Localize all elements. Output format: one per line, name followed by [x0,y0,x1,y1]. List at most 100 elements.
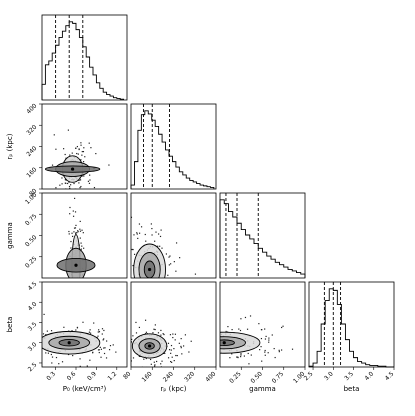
sample-point [243,355,245,357]
y-tick-label: 4.0 [27,301,39,313]
sample-point [201,329,202,330]
sample-point [167,357,170,359]
sample-point [155,285,156,286]
sample-point [143,358,145,360]
y-tick-label: 320 [25,124,38,137]
sample-point [82,331,83,332]
joint-P0-rp [44,129,110,189]
sample-point [180,338,182,340]
sample-point [68,285,69,286]
sample-point [137,237,139,240]
sample-point [13,352,14,353]
sample-point [138,232,141,234]
sample-point [239,329,242,332]
sample-point [119,346,120,347]
sample-point [123,218,124,219]
sample-point [76,306,77,307]
sample-point [55,187,57,189]
sample-point [101,328,104,330]
sample-point [152,283,153,284]
sample-point [186,349,187,350]
x-tick-label: 1.2 [107,370,119,382]
sample-point [169,334,172,336]
sample-point [271,334,273,336]
sample-point [278,349,280,351]
sample-point [175,242,178,244]
sample-point [117,333,118,334]
sample-point [214,333,215,334]
sample-point [69,206,71,209]
sample-point [74,312,75,313]
sample-point [157,284,158,285]
sample-point [186,348,187,349]
sample-point [184,348,185,349]
sample-point [108,164,110,166]
sample-point [145,240,147,242]
y-tick-label: 0.25 [24,255,39,270]
sample-point [161,360,163,362]
sample-point [282,325,284,327]
sample-point [72,291,73,292]
sample-point [164,297,165,298]
sample-point [104,347,106,349]
sample-point [182,345,185,347]
sample-point [280,349,283,351]
sample-point [67,129,69,131]
sample-point [175,362,176,363]
sample-point [71,232,73,234]
sample-point [178,342,180,344]
sample-point [210,345,211,346]
sample-point [114,348,115,349]
sample-point [75,224,77,227]
sample-point [76,327,79,329]
sample-point [78,288,79,289]
hist-frame-P0 [41,14,128,101]
sample-point [70,247,72,249]
sample-point [140,278,141,279]
x-tick-label: 400 [204,370,217,383]
sample-point [178,338,179,339]
joint-P0-beta [13,313,117,367]
sample-point [154,240,156,242]
sample-point [170,263,172,265]
sample-point [97,349,100,351]
sample-point [138,223,141,225]
panel-frame [41,103,128,190]
sample-point [68,230,70,233]
sample-point [81,298,82,299]
sample-point [144,319,147,321]
y-tick-label: 240 [25,145,38,158]
sample-point [132,264,134,267]
sample-point [160,229,162,231]
sample-point [148,283,149,284]
sample-point [83,247,85,249]
sample-point [151,317,152,318]
sample-point [206,338,207,339]
sample-point [173,261,175,263]
sample-point [149,358,152,361]
sample-point [64,182,66,184]
sample-point [174,339,176,341]
sample-point [214,354,215,355]
sample-point [151,294,152,295]
sample-point [124,258,125,259]
x-tick-label: 0.75 [271,370,286,385]
sample-point [154,284,155,285]
sample-point [69,154,71,156]
sample-point [89,174,91,176]
sample-point [258,323,260,325]
x-axis-label-gamma: gamma [249,385,276,393]
sample-point [100,348,102,350]
sample-point [70,184,72,186]
sample-point [202,329,203,330]
sample-point [202,353,203,354]
sample-point [193,336,194,337]
sample-point [75,147,77,149]
sample-point [268,341,270,343]
sample-point [211,333,212,334]
sample-point [196,349,197,350]
sample-point [167,274,169,276]
sample-point [73,302,74,303]
sample-point [264,338,267,340]
sample-point [152,290,153,291]
